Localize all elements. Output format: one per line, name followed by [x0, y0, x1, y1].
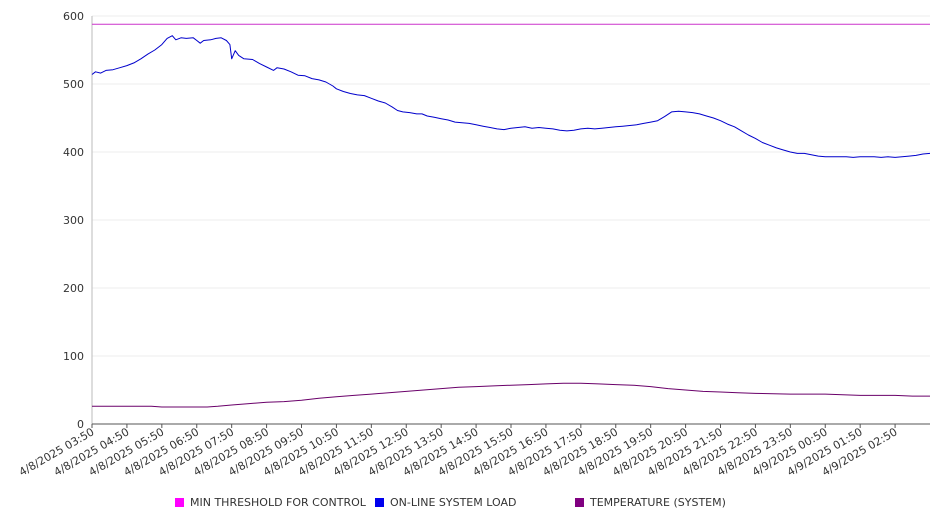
- legend-label-min-threshold: MIN THRESHOLD FOR CONTROL: [190, 496, 366, 509]
- temperature-line: [92, 382, 930, 408]
- legend-label-temperature: TEMPERATURE (SYSTEM): [590, 496, 726, 509]
- legend: MIN THRESHOLD FOR CONTROL ON-LINE SYSTEM…: [0, 496, 946, 516]
- line-chart: 0 100 200 300 400 500 600 4/8/2025 03:504/8/20…: [17, 10, 931, 479]
- x-axis-ticks: [91, 424, 896, 428]
- y-tick-label: 0: [77, 418, 84, 431]
- y-tick-label: 500: [63, 78, 84, 91]
- x-axis-tick-labels: 4/8/2025 03:504/8/2025 04:504/8/2025 05:…: [17, 425, 900, 479]
- y-tick-label: 300: [63, 214, 84, 227]
- y-axis-tick-labels: 0 100 200 300 400 500 600: [63, 10, 84, 431]
- legend-label-system-load: ON-LINE SYSTEM LOAD: [390, 496, 517, 509]
- y-tick-label: 400: [63, 146, 84, 159]
- y-tick-label: 200: [63, 282, 84, 295]
- legend-item: MIN THRESHOLD FOR CONTROL: [175, 496, 366, 509]
- legend-item: ON-LINE SYSTEM LOAD: [375, 496, 516, 509]
- legend-item: TEMPERATURE (SYSTEM): [575, 496, 726, 509]
- y-tick-label: 100: [63, 350, 84, 363]
- system-load-line: [91, 35, 931, 158]
- series-lines: [91, 23, 931, 408]
- y-gridlines: [92, 15, 930, 357]
- y-tick-label: 600: [63, 10, 84, 23]
- legend-swatch-temperature: [575, 498, 584, 507]
- legend-swatch-system-load: [375, 498, 384, 507]
- legend-swatch-min-threshold: [175, 498, 184, 507]
